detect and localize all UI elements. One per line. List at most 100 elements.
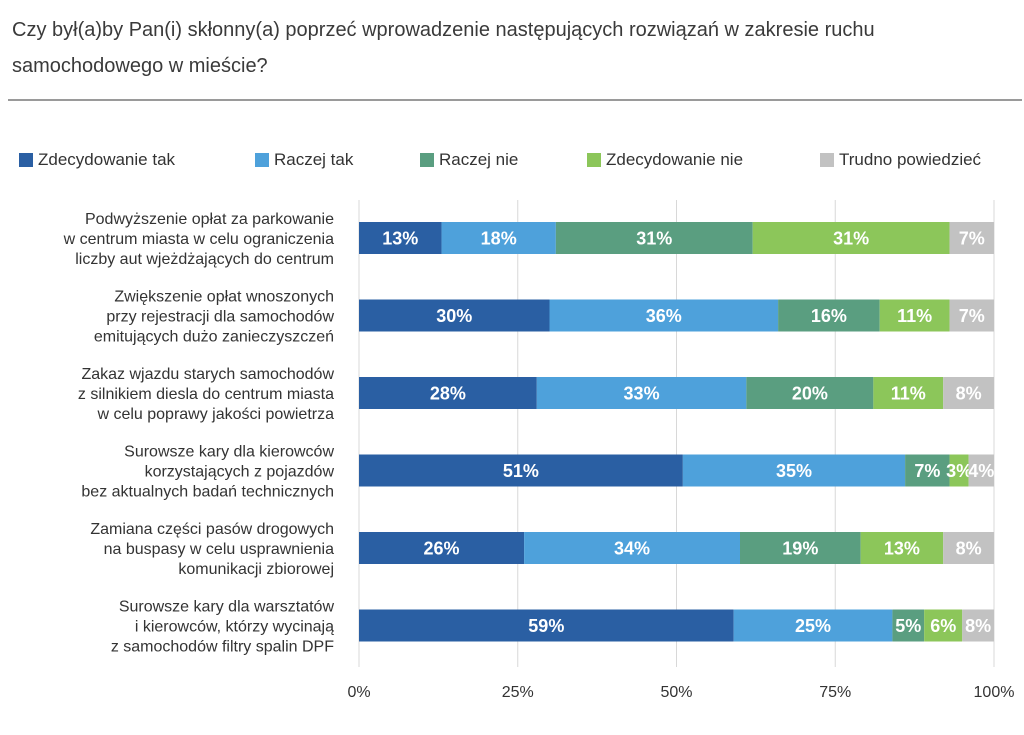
category-label-line: Zwiększenie opłat wnoszonych [114, 289, 334, 306]
bar-value-label: 31% [636, 229, 672, 249]
bar-segment [962, 609, 994, 642]
legend-swatch [420, 153, 434, 167]
grid-lines [358, 200, 995, 667]
bar-segment [549, 299, 779, 332]
bar-segment [740, 532, 861, 564]
category-label-line: na buspasy w celu usprawnienia [104, 541, 334, 558]
bar-segment [752, 222, 950, 254]
bar-value-label: 11% [891, 384, 926, 404]
bar-value-label: 31% [833, 229, 869, 249]
bar-value-label: 8% [965, 616, 991, 636]
bar-segment [524, 532, 740, 564]
bars: 13% 18% 31% 31% 7% 30% 36% 16% 11% 7% 28% 33% 20% 11%… [359, 222, 994, 642]
category-label-line: i kierowców, którzy wycinają [135, 619, 334, 636]
bar-segment [949, 222, 994, 254]
bar-value-label: 8% [956, 384, 982, 404]
bar-value-label: 35% [776, 461, 812, 481]
bar-segment [949, 454, 969, 487]
bar-value-label: 7% [959, 229, 985, 249]
category-label-line: komunikacji zbiorowej [178, 561, 334, 578]
legend-label: Zdecydowanie tak [38, 150, 176, 169]
bar-segment [359, 532, 525, 564]
legend-label: Raczej tak [274, 150, 354, 169]
legend-swatch [19, 153, 33, 167]
chart-title: Czy był(a)by Pan(i) skłonny(a) poprzeć w… [12, 19, 875, 77]
bar-segment [359, 377, 537, 409]
category-label: Zakaz wjazdu starych samochodów z silniki… [78, 366, 335, 423]
bar-value-label: 34% [614, 539, 650, 559]
bar-value-label: 18% [481, 229, 517, 249]
bar-row: 59% 25% 5% 6% 8% [359, 609, 994, 642]
bar-segment [968, 454, 994, 487]
legend-swatch [255, 153, 269, 167]
bar-value-label: 36% [646, 306, 682, 326]
bar-value-label: 25% [795, 616, 831, 636]
bar-segment [892, 609, 925, 642]
x-tick-label: 0% [347, 684, 370, 701]
bar-value-label: 6% [930, 616, 956, 636]
category-label-line: z silnikiem diesla do centrum miasta [78, 386, 334, 403]
bar-segment [778, 299, 880, 332]
bar-segment [359, 299, 550, 332]
bar-value-label: 3% [946, 461, 972, 481]
legend-item: Raczej tak [255, 148, 353, 172]
legend-swatch [820, 153, 834, 167]
bar-segment [860, 532, 944, 564]
bar-segment [359, 609, 734, 642]
bar-value-label: 13% [884, 539, 920, 559]
bar-segment [441, 222, 556, 254]
bar-segment [873, 377, 944, 409]
category-label: Zwiększenie opłat wnoszonych przy rejestr… [94, 289, 335, 346]
legend-item: Raczej nie [420, 148, 518, 172]
bar-segment [359, 454, 683, 487]
category-label-line: Surowsze kary dla kierowców [124, 444, 334, 461]
bar-row: 30% 36% 16% 11% 7% [359, 299, 994, 332]
bar-value-label: 11% [897, 306, 932, 326]
legend-item: Zdecydowanie tak [19, 148, 175, 172]
bar-value-label: 5% [895, 616, 921, 636]
legend-item: Trudno powiedzieć [820, 148, 981, 172]
legend-label: Trudno powiedzieć [839, 150, 982, 169]
category-label: Zamiana części pasów drogowych na buspasy… [90, 521, 334, 578]
bar-segment [536, 377, 747, 409]
bar-value-label: 7% [959, 306, 985, 326]
bar-segment [943, 377, 994, 409]
bar-segment [733, 609, 893, 642]
bar-value-label: 8% [956, 539, 982, 559]
bar-segment [746, 377, 874, 409]
bar-row: 26% 34% 19% 13% 8% [359, 532, 994, 564]
bar-segment [905, 454, 950, 487]
category-label-line: Zakaz wjazdu starych samochodów [81, 366, 334, 383]
x-axis-ticks: 0% 25% 50% 75% 100% [347, 684, 1014, 701]
category-label: Podwyższenie opłat za parkowanie w centru… [63, 211, 334, 268]
chart-legend: Zdecydowanie tak Raczej tak Raczej nie Zdec… [0, 148, 1024, 172]
category-label-line: Zamiana części pasów drogowych [90, 521, 334, 538]
category-labels: Podwyższenie opłat za parkowanie w centru… [63, 211, 335, 656]
category-label-line: bez aktualnych badań technicznych [81, 484, 334, 501]
bar-value-label: 28% [430, 384, 466, 404]
bar-row: 51% 35% 7% 3%4% [359, 454, 994, 487]
title-divider [8, 99, 1022, 101]
bar-segment [943, 532, 994, 564]
category-label-line: w centrum miasta w celu ograniczenia [63, 231, 334, 248]
x-tick-label: 50% [660, 684, 692, 701]
category-label-line: korzystających z pojazdów [145, 464, 335, 481]
bar-value-label: 20% [792, 384, 828, 404]
bar-row: 13% 18% 31% 31% 7% [359, 222, 994, 254]
bar-segment [682, 454, 906, 487]
bar-segment [924, 609, 963, 642]
category-label-line: Surowsze kary dla warsztatów [119, 599, 335, 616]
category-label-line: Podwyższenie opłat za parkowanie [85, 211, 334, 228]
bar-segment [555, 222, 753, 254]
x-tick-label: 75% [819, 684, 851, 701]
bar-value-label: 33% [624, 384, 660, 404]
category-label-line: przy rejestracji dla samochodów [106, 309, 334, 326]
bar-segment [879, 299, 950, 332]
bar-value-label: 19% [782, 539, 818, 559]
x-tick-label: 25% [502, 684, 534, 701]
bar-value-label: 51% [503, 461, 539, 481]
bar-row: 28% 33% 20% 11% 8% [359, 377, 994, 409]
bar-value-label: 59% [528, 616, 564, 636]
bar-value-label: 4% [968, 461, 994, 481]
